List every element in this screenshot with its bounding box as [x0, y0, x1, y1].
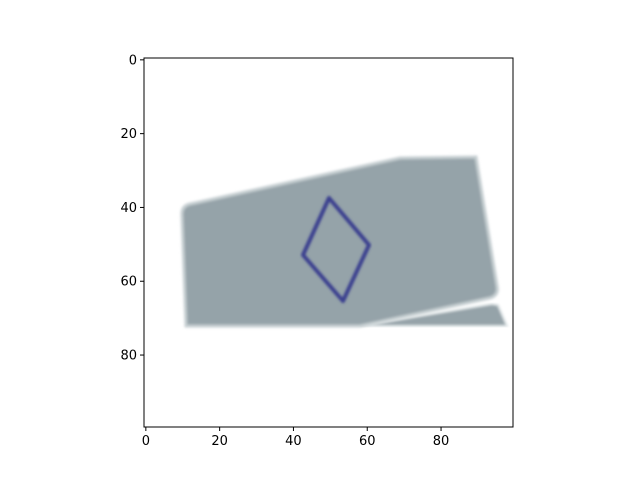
x-axis: 0 20 40 60 80 — [142, 427, 450, 449]
x-tick-label: 20 — [211, 434, 228, 449]
diamond-symbol — [301, 196, 371, 303]
x-tick-label: 0 — [142, 434, 150, 449]
y-tick-label: 40 — [120, 201, 137, 216]
second-card-edge — [359, 302, 509, 327]
x-tick-label: 40 — [285, 434, 302, 449]
image-content — [144, 58, 513, 427]
y-tick-label: 0 — [129, 53, 137, 68]
x-tick-label: 60 — [359, 434, 376, 449]
y-axis: 0 20 40 60 80 — [120, 53, 144, 364]
y-tick-label: 80 — [120, 349, 137, 364]
y-tick-label: 60 — [120, 275, 137, 290]
card — [180, 155, 499, 328]
x-tick-label: 80 — [433, 434, 450, 449]
y-tick-label: 20 — [120, 127, 137, 142]
axes-frame — [143, 57, 514, 428]
